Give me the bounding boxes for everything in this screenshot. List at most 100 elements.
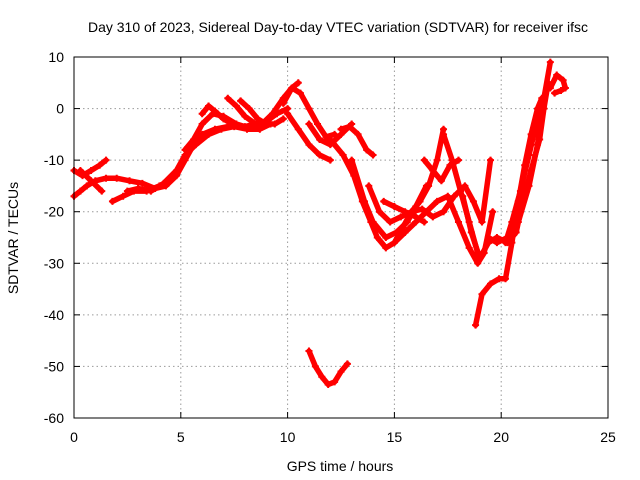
data-point	[448, 156, 456, 164]
data-point	[429, 213, 437, 221]
data-point	[220, 115, 228, 123]
data-point	[559, 76, 567, 84]
data-point	[380, 197, 388, 205]
data-point	[478, 218, 486, 226]
data-point	[467, 228, 475, 236]
plot-frame	[73, 56, 609, 419]
data-point	[123, 187, 131, 195]
data-point	[420, 156, 428, 164]
data-point	[403, 218, 411, 226]
x-tick-label: 25	[600, 429, 616, 445]
data-point	[373, 234, 381, 241]
data-point	[454, 156, 462, 164]
data-point	[273, 110, 281, 118]
data-point	[237, 97, 245, 105]
data-point	[478, 290, 486, 298]
y-tick-label: -20	[44, 204, 64, 220]
data-point	[147, 187, 155, 195]
data-point	[454, 218, 462, 226]
data-point	[205, 130, 213, 138]
data-point	[469, 197, 477, 205]
data-point	[346, 123, 354, 131]
data-point	[534, 141, 542, 149]
data-point	[474, 259, 482, 267]
data-point	[433, 197, 441, 205]
data-point	[440, 208, 448, 216]
data-point	[181, 146, 189, 154]
data-point	[241, 112, 249, 120]
data-point	[551, 89, 559, 97]
data-point	[224, 94, 232, 102]
data-point	[198, 120, 206, 128]
data-point	[525, 182, 533, 190]
data-point	[495, 275, 503, 283]
y-tick-label: 0	[56, 101, 64, 117]
y-axis-label: SDTVAR / TECUs	[5, 182, 21, 294]
data-point	[126, 177, 134, 185]
data-point	[217, 125, 225, 133]
data-point	[457, 187, 465, 195]
data-point	[461, 182, 469, 190]
data-point	[343, 360, 351, 368]
data-point	[96, 161, 104, 169]
data-point	[294, 125, 302, 133]
data-point	[382, 244, 390, 252]
data-point	[98, 187, 106, 195]
data-point	[525, 151, 533, 159]
data-point	[390, 239, 398, 247]
data-point	[348, 156, 356, 164]
data-point	[318, 373, 326, 381]
data-point	[484, 234, 492, 241]
data-point	[108, 197, 116, 205]
data-point	[228, 120, 236, 128]
data-point	[337, 125, 345, 133]
data-point	[487, 156, 495, 164]
data-point	[305, 347, 313, 355]
data-point	[241, 123, 249, 131]
data-point	[326, 136, 334, 144]
data-point	[401, 228, 409, 236]
series-line	[71, 157, 109, 179]
data-point	[324, 380, 332, 388]
data-point	[305, 141, 313, 149]
data-point	[322, 133, 330, 141]
data-point	[369, 218, 377, 226]
data-point	[173, 166, 181, 174]
y-tick-label: -60	[44, 410, 64, 426]
data-point	[76, 166, 84, 174]
series-line	[502, 95, 547, 246]
data-point	[365, 182, 373, 190]
series-line	[547, 72, 569, 91]
x-tick-label: 15	[387, 429, 403, 445]
data-point	[459, 192, 467, 200]
data-point	[83, 182, 91, 190]
data-point	[429, 166, 437, 174]
data-point	[76, 187, 84, 195]
data-point	[440, 130, 448, 138]
data-point	[337, 368, 345, 376]
data-point	[134, 185, 142, 193]
data-point	[198, 110, 206, 118]
data-point	[316, 151, 324, 159]
x-tick-label: 20	[493, 429, 509, 445]
data-point	[326, 156, 334, 164]
x-tick-label: 5	[177, 429, 185, 445]
grid	[74, 57, 608, 418]
data-point	[192, 141, 200, 149]
data-point	[386, 218, 394, 226]
data-point	[397, 213, 405, 221]
data-point	[557, 87, 565, 95]
data-point	[205, 102, 213, 110]
data-point	[412, 218, 420, 226]
data-point	[262, 120, 270, 128]
data-point	[138, 179, 146, 187]
series-line	[280, 85, 338, 140]
data-point	[508, 239, 516, 247]
data-point	[546, 84, 554, 92]
data-point	[401, 208, 409, 216]
data-point	[437, 177, 445, 185]
data-point	[245, 105, 253, 113]
data-point	[369, 151, 377, 159]
data-point	[476, 254, 484, 262]
data-point	[254, 115, 262, 123]
